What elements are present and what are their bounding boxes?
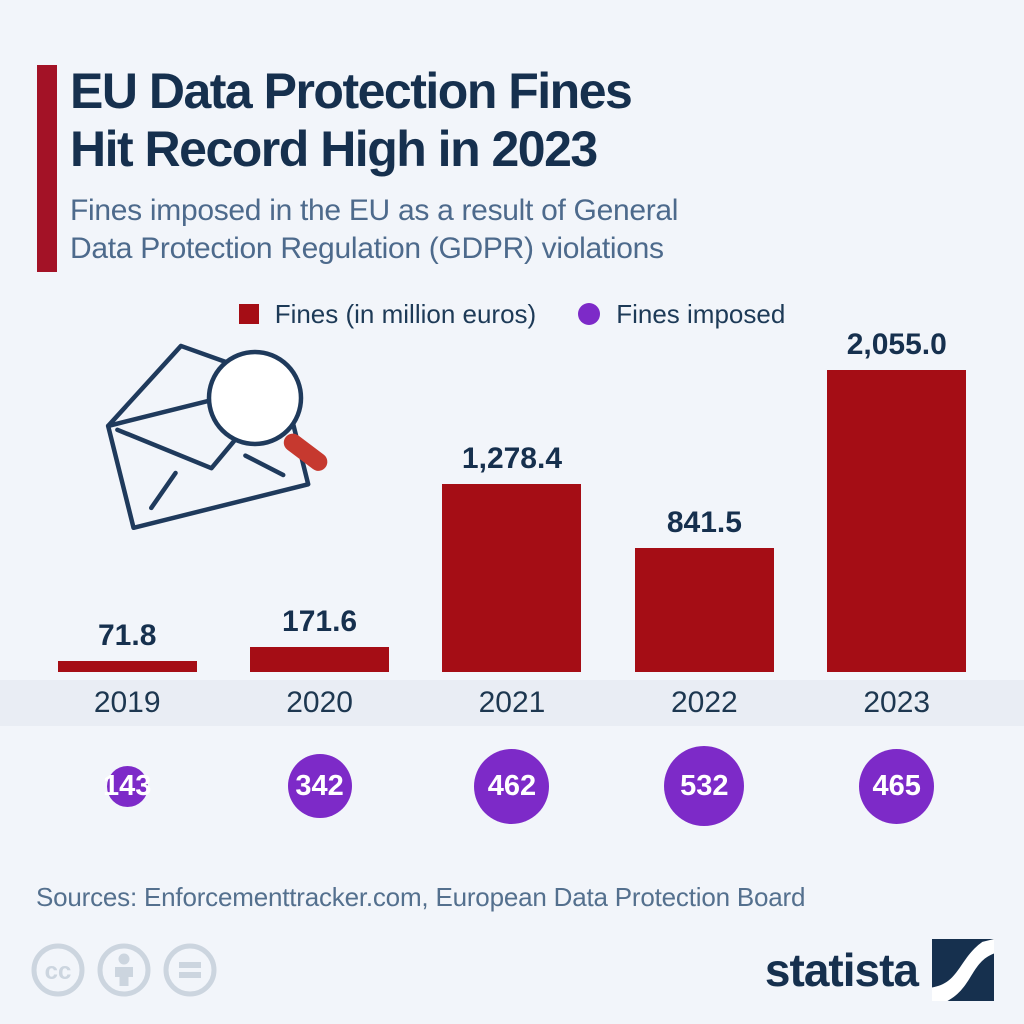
subtitle-line-2: Data Protection Regulation (GDPR) violat…: [70, 232, 664, 265]
bar-column-2019: 71.8: [31, 619, 223, 672]
page-subtitle: Fines imposed in the EU as a result of G…: [0, 178, 1024, 268]
subtitle-line-1: Fines imposed in the EU as a result of G…: [70, 194, 679, 227]
fines-imposed-circle-2021: 462: [474, 748, 550, 824]
statista-brand: statista: [765, 939, 994, 1001]
bar-column-2020: 171.6: [223, 605, 415, 672]
red-square-swatch-icon: [238, 304, 259, 324]
x-tick-2021: 2021: [478, 686, 546, 719]
bar-column-2021: 1,278.4: [416, 442, 608, 672]
title-accent-bar: [37, 65, 57, 272]
bar-2020: [250, 647, 390, 672]
bar-value-label: 1,278.4: [461, 442, 563, 475]
bars-row: 71.8 171.6 1,278.4 841.5 2,055.0: [31, 328, 993, 672]
purple-circle-swatch-icon: [578, 303, 601, 325]
circle-column-2023: 465: [801, 748, 993, 824]
legend-label: Fines imposed: [616, 298, 786, 329]
equals-icon: [163, 943, 217, 997]
bar-chart: 71.8 171.6 1,278.4 841.5 2,055.0 2019 2020 202…: [0, 328, 1024, 832]
x-tick-2020: 2020: [286, 686, 353, 719]
bar-2021: [442, 484, 582, 672]
cc-icon: cc: [31, 943, 85, 997]
legend-label: Fines (in million euros): [274, 298, 537, 329]
bar-2023: [827, 370, 967, 672]
circle-column-2021: 462: [416, 748, 608, 824]
statista-logo-icon: [932, 939, 994, 1001]
x-tick-2019: 2019: [93, 686, 161, 719]
fines-imposed-circle-2022: 532: [664, 746, 745, 826]
chart-legend: Fines (in million euros) Fines imposed: [0, 298, 1024, 330]
bar-value-label: 2,055.0: [846, 328, 947, 361]
attribution-person-icon: [97, 943, 151, 997]
circle-column-2019: 143: [31, 765, 223, 807]
bar-2019: [57, 661, 197, 672]
circle-column-2020: 342: [223, 754, 415, 818]
legend-item-fines-imposed: Fines imposed: [578, 299, 785, 330]
fines-imposed-circle-2020: 342: [287, 754, 352, 818]
circles-row: 143 342 462 532 465: [31, 740, 993, 832]
legend-item-fines: Fines (in million euros): [238, 298, 537, 330]
bar-2022: [634, 548, 774, 672]
sources-text: Sources: Enforcementtracker.com, Europea…: [36, 882, 806, 912]
page-title: EU Data Protection Fines Hit Record High…: [0, 0, 1024, 178]
x-tick-2023: 2023: [863, 686, 931, 719]
fines-imposed-circle-2023: 465: [859, 748, 935, 824]
years-row: 2019 2020 2021 2022 2023: [31, 680, 993, 726]
statista-wordmark: statista: [764, 944, 919, 996]
bar-value-label: 841.5: [666, 506, 742, 539]
svg-text:cc: cc: [45, 958, 72, 985]
bar-value-label: 71.8: [98, 619, 157, 652]
bar-column-2023: 2,055.0: [801, 328, 993, 672]
circle-column-2022: 532: [608, 746, 800, 826]
x-tick-2022: 2022: [670, 686, 738, 719]
x-axis-band: 2019 2020 2021 2022 2023: [0, 680, 1024, 726]
fines-imposed-circle-2019: 143: [103, 765, 151, 807]
title-line-2: Hit Record High in 2023: [70, 121, 598, 177]
license-icons: cc: [30, 942, 218, 998]
bar-value-label: 171.6: [282, 605, 358, 638]
footer: cc statista: [0, 939, 1024, 1001]
bar-column-2022: 841.5: [608, 506, 800, 672]
title-line-1: EU Data Protection Fines: [70, 63, 633, 119]
